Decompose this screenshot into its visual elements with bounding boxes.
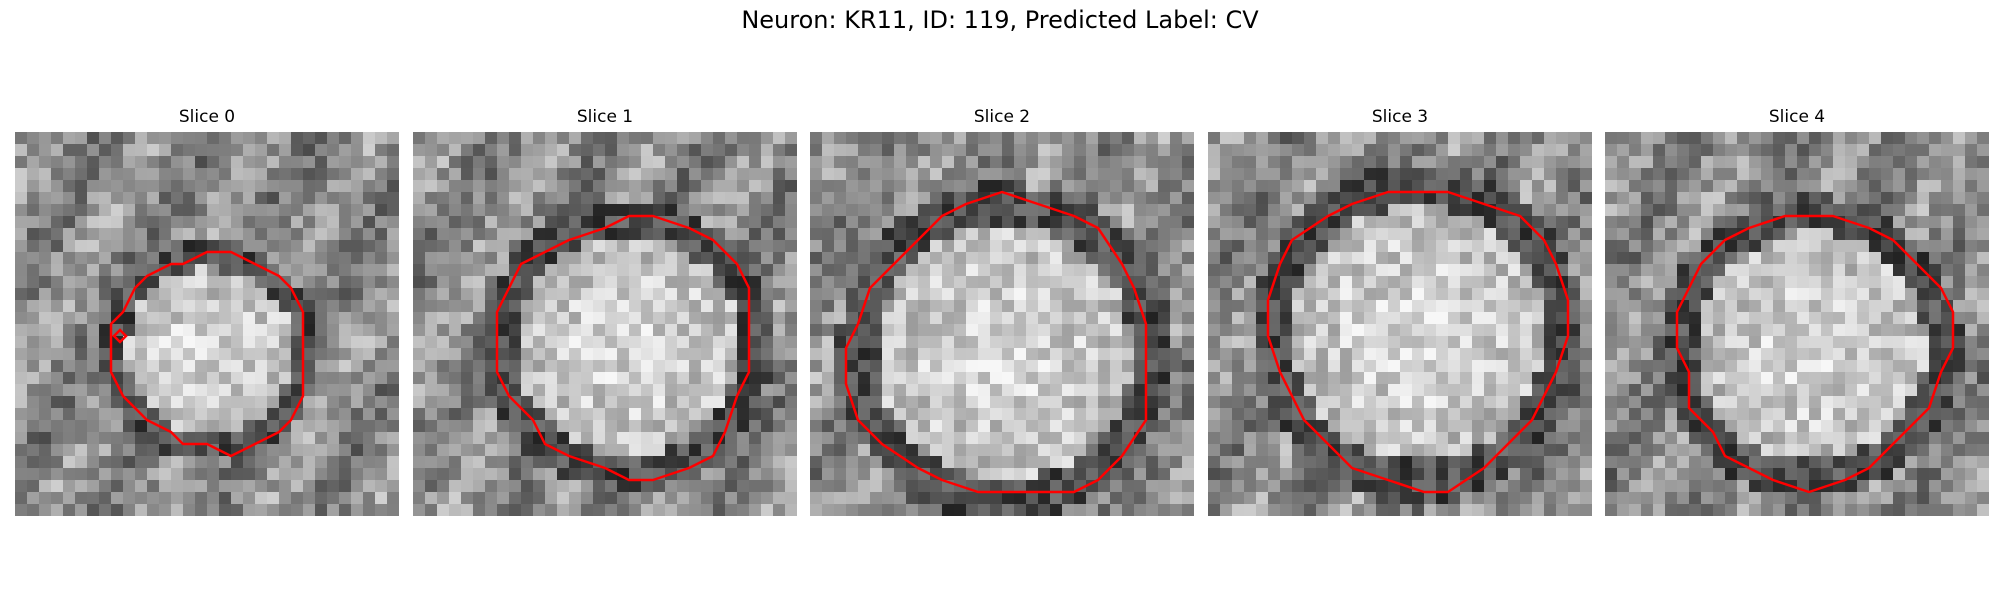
slice-image-1	[413, 132, 797, 516]
slice-panel-0: Slice 0	[15, 105, 399, 516]
slice-image-3	[1208, 132, 1592, 516]
slice-title-1: Slice 1	[576, 107, 634, 127]
slice-panel-3: Slice 3	[1208, 105, 1592, 516]
slice-image-2	[810, 132, 1194, 516]
roi-contour	[109, 250, 305, 458]
slice-title-0: Slice 0	[178, 107, 236, 127]
slice-title-3: Slice 3	[1371, 107, 1429, 127]
figure-title: Neuron: KR11, ID: 119, Predicted Label: …	[741, 6, 1259, 34]
roi-contour	[1266, 190, 1570, 494]
roi-contour	[844, 190, 1148, 494]
slice-title-4: Slice 4	[1768, 107, 1826, 127]
roi-contour	[1675, 214, 1955, 494]
slice-panel-2: Slice 2	[810, 105, 1194, 516]
small-roi-marker	[112, 328, 128, 344]
slice-panel-1: Slice 1	[413, 105, 797, 516]
slice-panel-4: Slice 4	[1605, 105, 1989, 516]
roi-contour	[495, 214, 751, 482]
slice-title-2: Slice 2	[973, 107, 1031, 127]
slice-image-4	[1605, 132, 1989, 516]
slice-image-0	[15, 132, 399, 516]
